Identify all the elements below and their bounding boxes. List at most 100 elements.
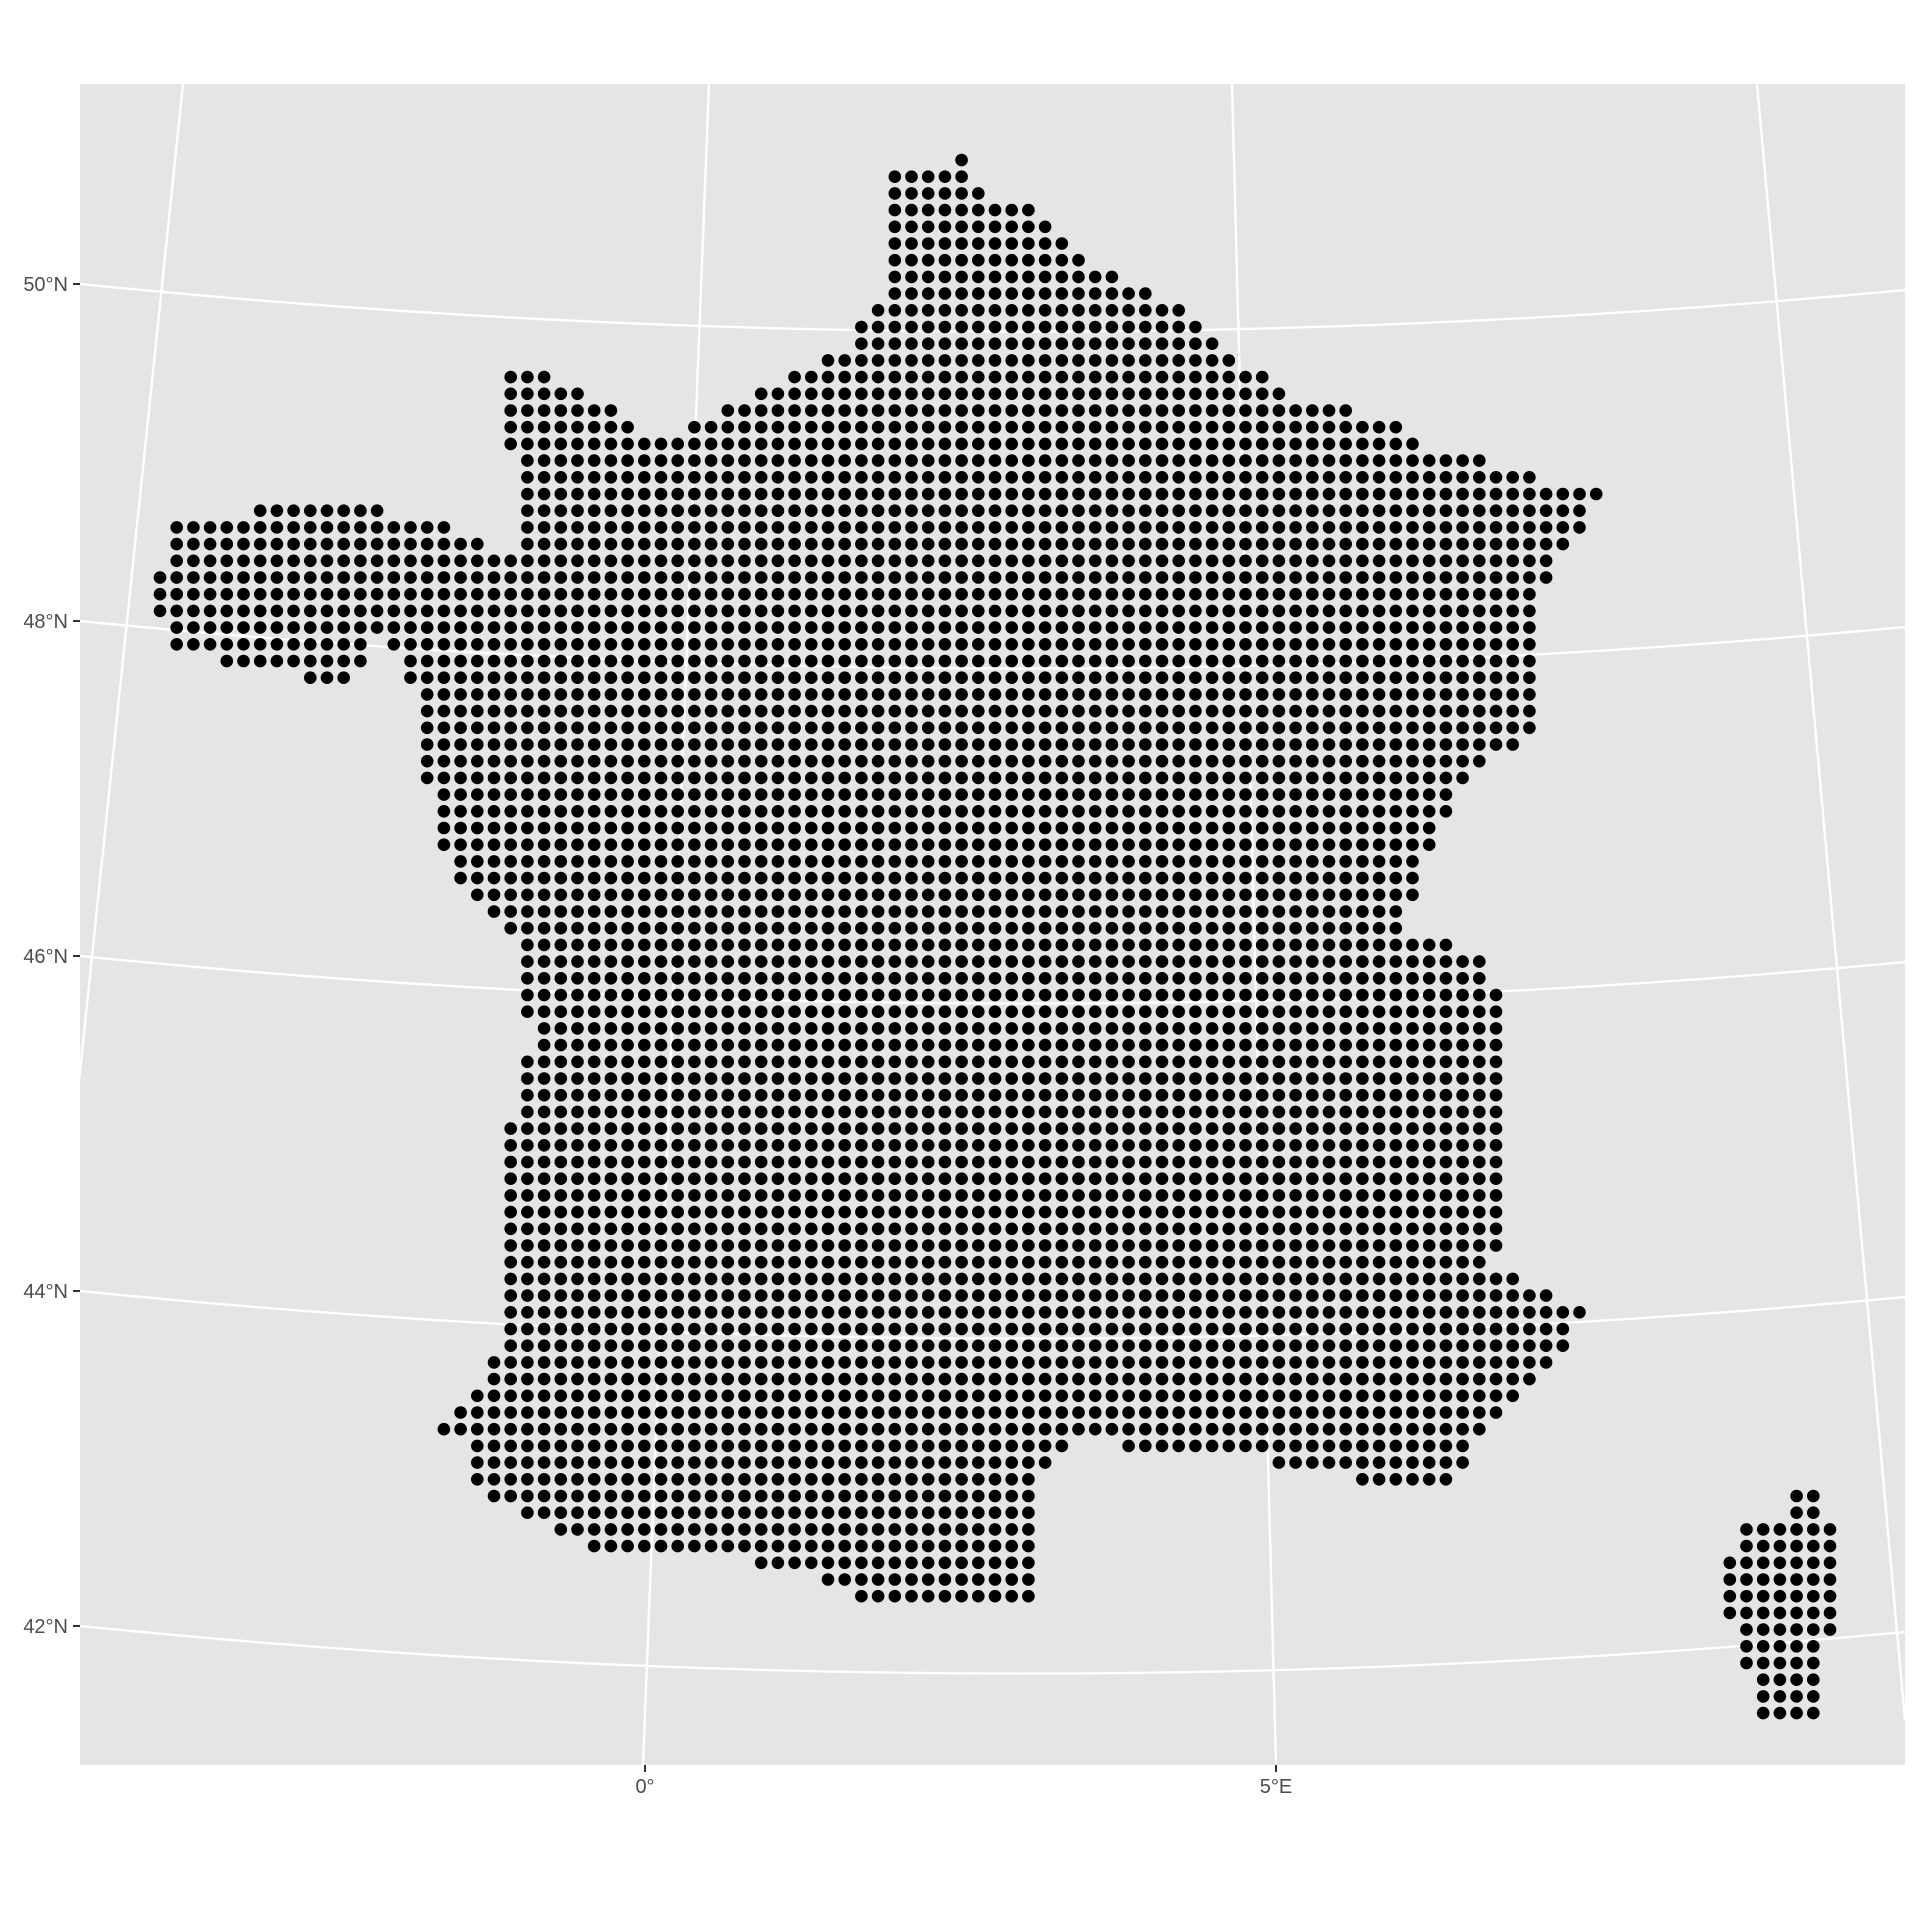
grid-point	[1439, 487, 1453, 501]
grid-point	[521, 554, 534, 568]
grid-point	[1005, 1306, 1018, 1319]
grid-point	[1372, 1172, 1386, 1185]
grid-point	[1189, 1356, 1202, 1369]
grid-point	[1406, 972, 1419, 985]
grid-point	[671, 955, 684, 968]
grid-point	[1072, 1139, 1085, 1152]
grid-point	[921, 638, 935, 651]
grid-point	[1088, 805, 1102, 818]
grid-point	[638, 604, 651, 618]
grid-point	[604, 1088, 618, 1102]
grid-point	[721, 805, 735, 818]
grid-point	[471, 1439, 484, 1453]
grid-point	[1289, 1155, 1302, 1169]
grid-point	[1372, 1372, 1386, 1386]
grid-point	[537, 1322, 551, 1336]
grid-point	[855, 621, 868, 634]
grid-point	[1038, 337, 1052, 351]
grid-point	[721, 888, 735, 902]
grid-point	[905, 888, 918, 902]
grid-point	[1155, 1088, 1169, 1102]
grid-point	[1072, 1122, 1085, 1135]
grid-point	[738, 1506, 751, 1519]
grid-point	[921, 888, 935, 902]
grid-point	[671, 1322, 684, 1336]
grid-point	[1406, 938, 1419, 952]
grid-point	[1088, 905, 1102, 918]
grid-point	[1105, 504, 1119, 517]
grid-point	[1756, 1589, 1770, 1603]
grid-point	[871, 554, 885, 568]
grid-point	[871, 1289, 885, 1302]
grid-point	[1422, 1389, 1436, 1403]
grid-point	[471, 654, 484, 668]
grid-point	[754, 1372, 768, 1386]
grid-point	[1356, 1356, 1369, 1369]
grid-point	[1372, 1005, 1386, 1018]
grid-point	[1072, 1339, 1085, 1352]
grid-point	[1339, 721, 1352, 735]
grid-point	[1306, 1289, 1319, 1302]
grid-point	[1055, 1189, 1069, 1202]
grid-point	[1072, 1222, 1085, 1236]
grid-point	[1756, 1690, 1770, 1703]
grid-point	[1339, 521, 1352, 534]
grid-point	[1456, 587, 1469, 601]
lat-tick-46n: 46°N	[23, 946, 80, 968]
grid-point	[738, 1038, 751, 1052]
grid-point	[420, 587, 434, 601]
grid-point	[504, 370, 517, 384]
grid-point	[654, 1289, 668, 1302]
grid-point	[1222, 1272, 1236, 1286]
grid-point	[537, 504, 551, 517]
grid-point	[454, 604, 467, 618]
grid-point	[1022, 671, 1035, 684]
grid-point	[1122, 554, 1135, 568]
grid-point	[905, 1255, 918, 1269]
grid-point	[855, 955, 868, 968]
grid-point	[571, 1105, 584, 1119]
grid-point	[1072, 304, 1085, 317]
grid-point	[921, 1489, 935, 1503]
grid-point	[1038, 471, 1052, 484]
grid-point	[821, 437, 835, 451]
grid-point	[805, 871, 818, 885]
grid-point	[1205, 888, 1219, 902]
grid-point	[554, 972, 568, 985]
grid-point	[704, 621, 718, 634]
grid-point	[1523, 487, 1536, 501]
grid-point	[838, 1255, 851, 1269]
grid-point	[838, 1406, 851, 1419]
grid-point	[1055, 988, 1069, 1002]
grid-point	[938, 1539, 952, 1553]
grid-point	[1322, 571, 1336, 584]
grid-point	[821, 354, 835, 367]
grid-point	[955, 1539, 968, 1553]
grid-point	[754, 1422, 768, 1436]
grid-point	[938, 654, 952, 668]
grid-point	[1389, 1439, 1403, 1453]
grid-point	[1473, 504, 1486, 517]
grid-point	[1406, 1322, 1419, 1336]
grid-point	[1155, 1406, 1169, 1419]
grid-point	[304, 621, 317, 634]
grid-point	[587, 621, 601, 634]
grid-point	[1155, 587, 1169, 601]
grid-point	[721, 938, 735, 952]
grid-point	[1155, 788, 1169, 801]
grid-point	[1122, 404, 1135, 417]
grid-point	[571, 654, 584, 668]
grid-point	[1372, 754, 1386, 768]
grid-point	[905, 1172, 918, 1185]
grid-point	[972, 437, 985, 451]
grid-point	[688, 638, 701, 651]
grid-point	[688, 788, 701, 801]
grid-point	[1172, 988, 1185, 1002]
grid-point	[788, 1139, 801, 1152]
grid-point	[1005, 1473, 1018, 1486]
grid-point	[1489, 988, 1503, 1002]
grid-point	[855, 938, 868, 952]
grid-point	[754, 437, 768, 451]
grid-point	[871, 988, 885, 1002]
grid-point	[855, 1356, 868, 1369]
